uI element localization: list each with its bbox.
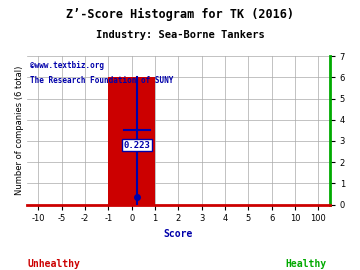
Text: Z’-Score Histogram for TK (2016): Z’-Score Histogram for TK (2016) [66,8,294,21]
Text: Unhealthy: Unhealthy [28,259,80,269]
Text: The Research Foundation of SUNY: The Research Foundation of SUNY [30,76,173,85]
Text: Healthy: Healthy [285,259,327,269]
Text: Industry: Sea-Borne Tankers: Industry: Sea-Borne Tankers [96,30,264,40]
Bar [108,77,155,204]
Y-axis label: Number of companies (6 total): Number of companies (6 total) [15,66,24,195]
X-axis label: Score: Score [164,229,193,239]
Text: 0.223: 0.223 [123,141,150,150]
Text: ©www.textbiz.org: ©www.textbiz.org [30,61,104,70]
